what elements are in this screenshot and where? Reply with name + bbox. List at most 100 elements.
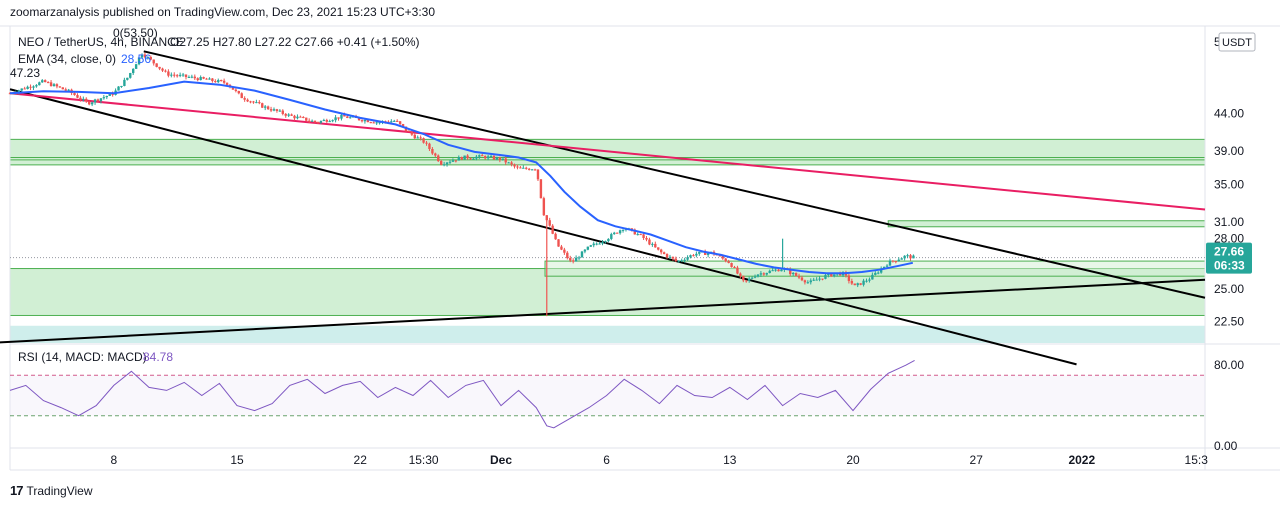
candle-body [563, 249, 566, 253]
candle-body [818, 278, 821, 280]
candle-body [659, 249, 663, 253]
candle-body [542, 198, 546, 216]
candle-body [891, 260, 895, 262]
candle-body [871, 274, 874, 280]
candle-body [143, 54, 147, 58]
candle-body [240, 93, 243, 99]
candle-body [592, 243, 595, 246]
candle-body [774, 269, 777, 271]
candle-body [753, 276, 757, 278]
candle-body [897, 259, 900, 262]
candle-body [853, 283, 856, 286]
ema-legend[interactable]: EMA (34, close, 0) [18, 52, 116, 66]
candle-body [648, 239, 651, 245]
candle-body [360, 120, 364, 122]
candle-body [613, 232, 616, 235]
candle-body [478, 155, 481, 157]
candle-body [662, 252, 666, 254]
candle-body [492, 155, 496, 160]
candle-body [888, 260, 892, 266]
candle-body [859, 283, 862, 285]
candle-body [123, 79, 126, 86]
rsi-line[interactable] [9, 359, 915, 429]
rsi-band [10, 375, 1205, 416]
candle-body [284, 113, 287, 116]
candle-body [800, 277, 804, 281]
candle-body [293, 115, 296, 119]
symbol-legend[interactable]: NEO / TetherUS, 4h, BINANCE [18, 35, 184, 49]
published-header: zoomarzanalysis published on TradingView… [10, 5, 436, 19]
candle-body [665, 253, 669, 258]
candle-body [378, 122, 381, 124]
candle-body [413, 134, 416, 139]
lower-channel[interactable] [9, 88, 1077, 366]
descending-red[interactable] [9, 92, 1206, 211]
candle-body [812, 279, 815, 281]
candle-body [527, 168, 531, 170]
candle-body [401, 124, 405, 127]
candle-body [510, 162, 513, 165]
candle-body [557, 239, 560, 247]
candle-body [621, 229, 625, 231]
candle-body [90, 102, 94, 105]
candle-body [610, 234, 613, 239]
ema-line[interactable] [9, 80, 914, 275]
chart-canvas[interactable]: 44.00 39.00 35.00 31.00 25.00 22.50 80.00 0.00 8… [0, 0, 1280, 480]
candle-body [460, 157, 463, 160]
candle-body [718, 255, 722, 257]
candle-body [595, 243, 598, 245]
upper-channel[interactable] [143, 50, 1206, 299]
rsi-value: 84.78 [143, 350, 173, 364]
candle-body [263, 106, 267, 108]
candle-body [340, 114, 343, 119]
candle-body [780, 269, 783, 272]
candle-body [231, 87, 235, 90]
candle-body [187, 76, 191, 78]
candle-body [580, 251, 584, 258]
candle-body [539, 179, 543, 199]
rsi-legend[interactable]: RSI (14, MACD: MACD) [18, 350, 147, 364]
candle-body [425, 142, 428, 144]
candle-body [99, 98, 103, 102]
candle-body [824, 275, 827, 279]
candle-body [49, 82, 53, 87]
ema-value: 28.56 [121, 52, 151, 66]
candle-body [750, 277, 754, 279]
footer-brand[interactable]: 17 TradingView [10, 483, 93, 498]
candle-body [727, 261, 730, 264]
candle-body [79, 97, 82, 100]
rising-support[interactable] [0, 278, 1206, 344]
candle-body [730, 263, 733, 267]
time-tick-label: 15 [230, 453, 244, 467]
candle-body [214, 81, 217, 83]
candle-body [442, 164, 446, 166]
candle-body [407, 130, 411, 132]
candle-body [900, 258, 903, 260]
candle-body [803, 280, 807, 283]
candle-body [645, 238, 648, 240]
currency-button[interactable] [1218, 32, 1256, 52]
candle-body [636, 234, 639, 236]
rsi-tick-label: 0.00 [1214, 439, 1238, 453]
candle-body [733, 266, 736, 268]
candle-body [689, 255, 692, 258]
price-tag-value: 27.66 [1214, 245, 1244, 259]
candle-body [64, 89, 67, 91]
candle-body [530, 169, 534, 171]
candle-body [152, 59, 155, 64]
candle-body [173, 74, 176, 76]
candle-body [821, 278, 824, 280]
candle-body [222, 80, 226, 83]
candle-body [522, 167, 525, 169]
candle-body [885, 265, 889, 267]
candle-body [615, 232, 619, 234]
candle-body [202, 77, 205, 79]
trendlines-layer [0, 50, 1206, 366]
candle-body [237, 90, 240, 94]
candle-body [882, 266, 886, 269]
candle-body [398, 121, 402, 125]
zone-teal [10, 325, 1205, 343]
candle-body [43, 80, 47, 83]
candle-body [463, 155, 466, 160]
candle-body [395, 120, 399, 122]
